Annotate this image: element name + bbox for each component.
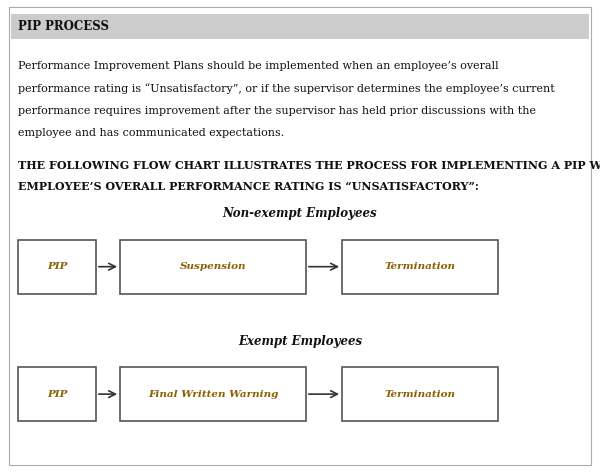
Text: performance requires improvement after the supervisor has held prior discussions: performance requires improvement after t… — [18, 106, 536, 116]
FancyBboxPatch shape — [120, 240, 306, 294]
FancyBboxPatch shape — [18, 367, 96, 421]
Text: performance rating is “Unsatisfactory”, or if the supervisor determines the empl: performance rating is “Unsatisfactory”, … — [18, 84, 555, 94]
Text: Termination: Termination — [385, 262, 455, 271]
FancyBboxPatch shape — [120, 367, 306, 421]
FancyBboxPatch shape — [342, 367, 498, 421]
Text: PIP PROCESS: PIP PROCESS — [18, 20, 109, 33]
Text: THE FOLLOWING FLOW CHART ILLUSTRATES THE PROCESS FOR IMPLEMENTING A PIP WHEN AN: THE FOLLOWING FLOW CHART ILLUSTRATES THE… — [18, 160, 600, 170]
Text: PIP: PIP — [47, 262, 67, 271]
Text: Termination: Termination — [385, 389, 455, 399]
Text: Final Written Warning: Final Written Warning — [148, 389, 278, 399]
Text: Exempt Employees: Exempt Employees — [238, 335, 362, 347]
Text: employee and has communicated expectations.: employee and has communicated expectatio… — [18, 128, 284, 138]
Text: Suspension: Suspension — [180, 262, 246, 271]
Text: Performance Improvement Plans should be implemented when an employee’s overall: Performance Improvement Plans should be … — [18, 61, 499, 71]
FancyBboxPatch shape — [342, 240, 498, 294]
Text: PIP: PIP — [47, 389, 67, 399]
Text: Non-exempt Employees: Non-exempt Employees — [223, 207, 377, 220]
FancyBboxPatch shape — [11, 14, 589, 39]
Text: EMPLOYEE’S OVERALL PERFORMANCE RATING IS “UNSATISFACTORY”:: EMPLOYEE’S OVERALL PERFORMANCE RATING IS… — [18, 181, 479, 192]
FancyBboxPatch shape — [18, 240, 96, 294]
